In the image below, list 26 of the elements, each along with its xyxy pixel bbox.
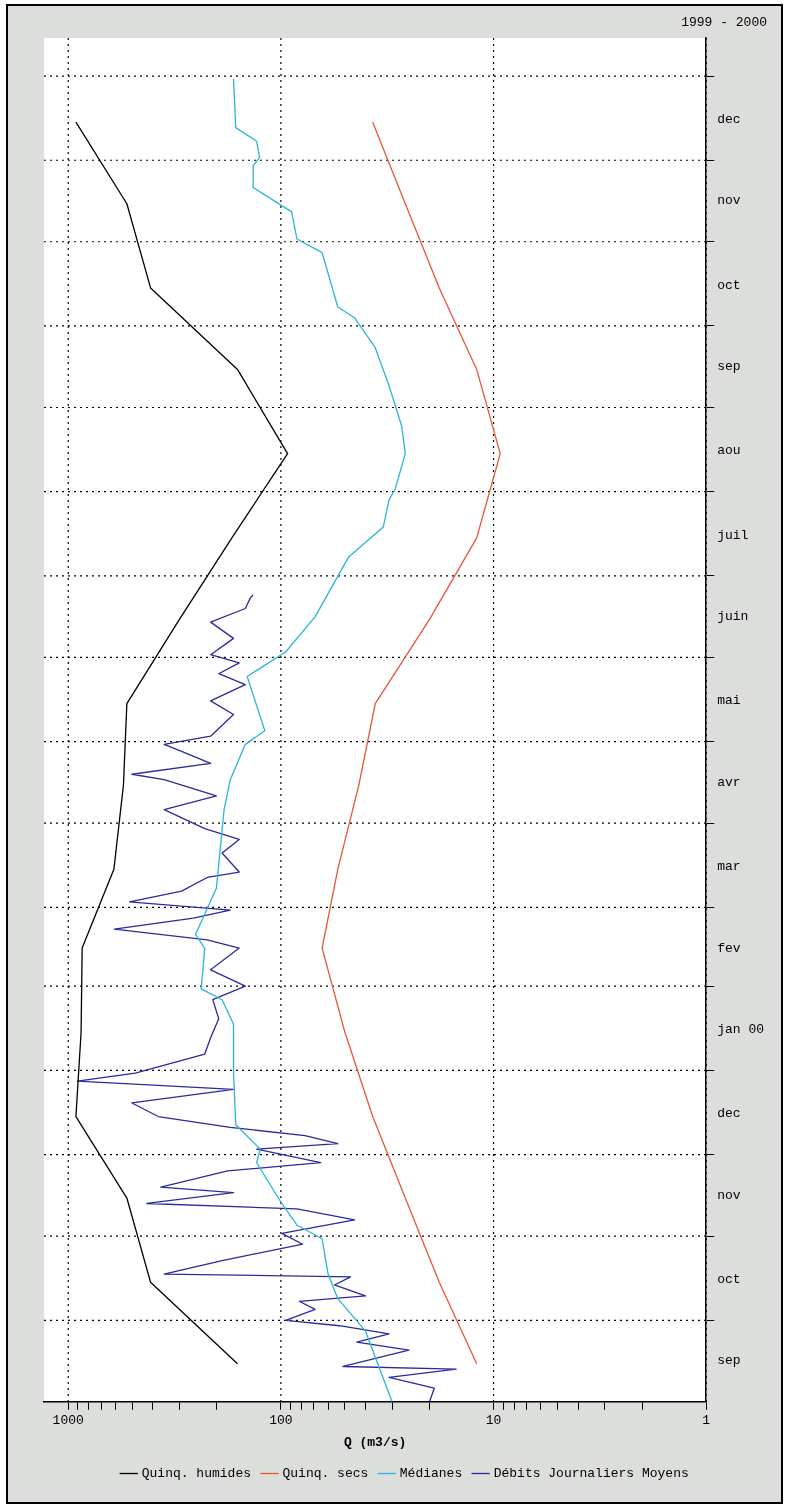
x-tick-label: 10 <box>485 1413 502 1429</box>
y-tick-label: mar <box>717 859 741 875</box>
x-tick-label: 100 <box>269 1413 293 1429</box>
legend-label: Quinq. secs <box>282 1465 369 1481</box>
y-tick-label: avr <box>717 774 741 790</box>
y-tick-label: dec <box>717 111 741 127</box>
y-tick-label: aou <box>717 443 741 459</box>
legend-label: Débits Journaliers Moyens <box>493 1465 689 1481</box>
legend-label: Médianes <box>399 1465 463 1481</box>
y-tick-label: jan 00 <box>717 1022 764 1038</box>
y-tick-label: oct <box>717 277 741 293</box>
y-tick-label: nov <box>717 1187 741 1203</box>
y-tick-label: nov <box>717 193 741 209</box>
y-tick-label: sep <box>717 359 741 375</box>
y-tick-label: fev <box>717 940 741 956</box>
y-tick-label: mai <box>717 693 741 709</box>
x-tick-label: 1000 <box>52 1413 84 1429</box>
y-tick-label: juil <box>717 527 749 543</box>
chart-title: 1999 - 2000 <box>681 14 767 30</box>
x-tick-label: 1 <box>702 1413 711 1429</box>
y-tick-label: juin <box>717 609 749 625</box>
legend-label: Quinq. humides <box>141 1465 251 1481</box>
y-tick-label: oct <box>717 1271 741 1287</box>
y-tick-label: dec <box>717 1106 741 1122</box>
x-axis-title: Q (m3/s) <box>343 1435 407 1451</box>
y-tick-label: sep <box>717 1353 741 1369</box>
